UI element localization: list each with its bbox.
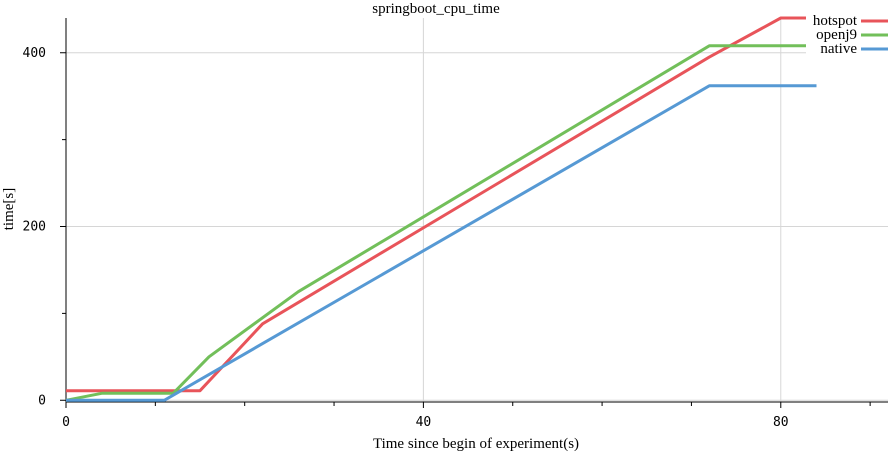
legend-label-hotspot: hotspot (813, 13, 858, 29)
y-axis-label: time[s] (1, 188, 17, 231)
series-line-hotspot (66, 16, 888, 393)
series-line-openj9 (65, 44, 817, 402)
legend-background (806, 42, 888, 56)
x-tick-label: 0 (62, 415, 70, 430)
grid (65, 18, 888, 402)
y-tick-label: 400 (23, 46, 46, 61)
legend-background (806, 14, 888, 28)
legend-label-native: native (820, 41, 857, 57)
series-line-native (66, 84, 817, 402)
legend-background (806, 28, 888, 42)
legend-label-openj9: openj9 (816, 27, 857, 43)
axes: 0 40 80 0 200 400 (23, 18, 888, 430)
chart-title: springboot_cpu_time (372, 1, 500, 17)
x-axis-label: Time since begin of experiment(s) (373, 436, 579, 452)
x-tick-label: 80 (773, 415, 789, 430)
y-tick-label: 0 (38, 393, 46, 408)
series-lines (65, 16, 888, 402)
x-tick-label: 40 (416, 415, 432, 430)
y-tick-label: 200 (23, 220, 46, 235)
